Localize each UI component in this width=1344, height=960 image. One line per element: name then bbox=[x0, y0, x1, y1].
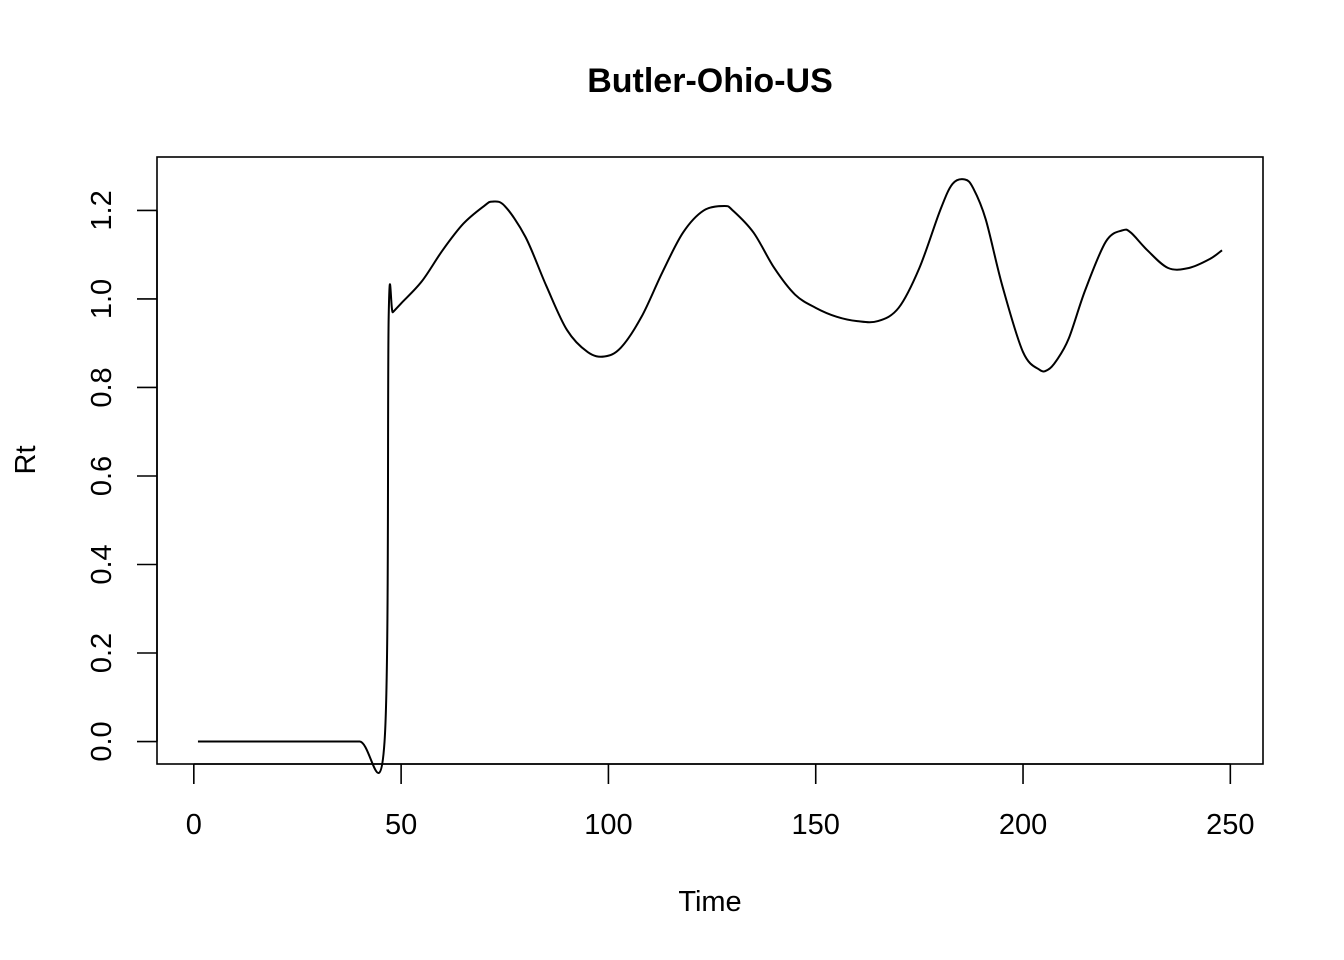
x-tick-label: 200 bbox=[999, 809, 1047, 841]
x-tick-label: 100 bbox=[584, 809, 632, 841]
y-tick-label: 0.2 bbox=[86, 633, 118, 673]
y-tick-label: 0.6 bbox=[86, 456, 118, 496]
y-axis: 0.0 0.2 0.4 0.6 0.8 1.0 1.2 bbox=[86, 190, 158, 762]
y-tick-label: 0.4 bbox=[86, 544, 118, 584]
x-tick-label: 0 bbox=[186, 809, 202, 841]
series-line-0 bbox=[197, 178, 1223, 774]
plot-frame bbox=[156, 156, 1264, 765]
x-tick-label: 50 bbox=[385, 809, 417, 841]
x-axis: 0 50 100 150 200 250 bbox=[186, 763, 1255, 841]
chart-title: Butler-Ohio-US bbox=[587, 62, 833, 100]
y-tick-label: 0.8 bbox=[86, 367, 118, 407]
series-layer bbox=[197, 178, 1223, 774]
y-tick-label: 1.2 bbox=[86, 190, 118, 230]
x-tick-label: 250 bbox=[1206, 809, 1254, 841]
y-tick-label: 0.0 bbox=[86, 721, 118, 761]
y-tick-label: 1.0 bbox=[86, 279, 118, 319]
y-axis-label: Rt bbox=[10, 446, 42, 475]
x-tick-label: 150 bbox=[792, 809, 840, 841]
x-axis-label: Time bbox=[678, 886, 741, 918]
